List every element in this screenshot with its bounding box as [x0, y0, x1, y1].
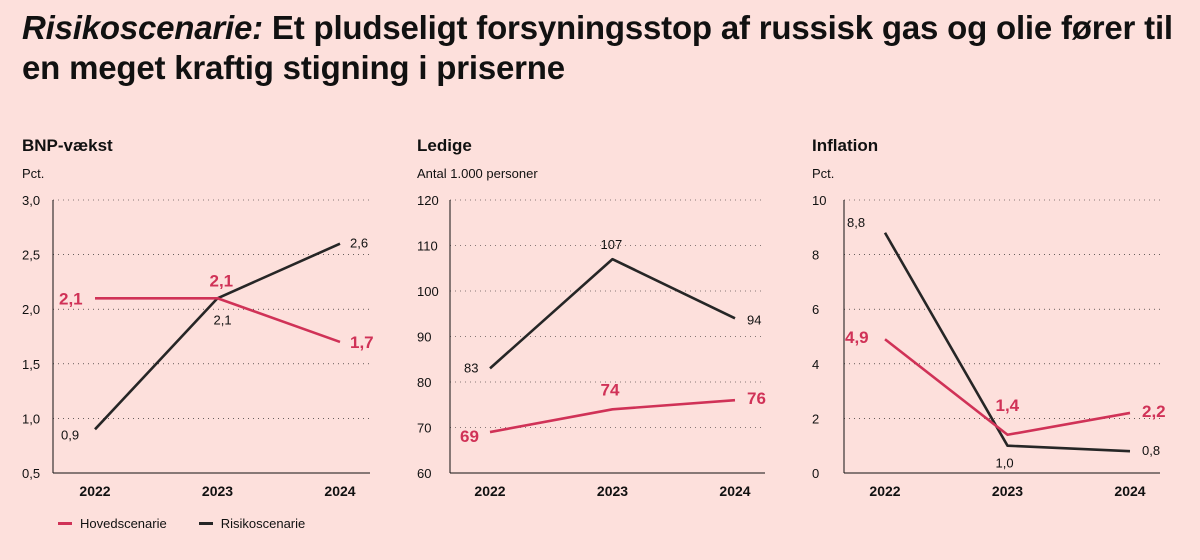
- data-label-main: 4,9: [845, 328, 869, 347]
- data-label-main: 2,1: [210, 271, 234, 290]
- x-tick-label: 2022: [79, 483, 110, 499]
- data-label-main: 1,7: [350, 333, 374, 352]
- y-tick-label: 1,0: [22, 411, 40, 426]
- panel-unit-1: Antal 1.000 personer: [417, 166, 538, 181]
- data-label-main: 74: [601, 380, 620, 399]
- y-tick-label: 2: [812, 411, 819, 426]
- legend-label-risk: Risikoscenarie: [220, 516, 306, 531]
- x-tick-label: 2024: [719, 483, 750, 499]
- data-label-main: 2,1: [59, 289, 83, 308]
- x-tick-label: 2023: [992, 483, 1023, 499]
- x-tick-label: 2022: [869, 483, 900, 499]
- title-rest: Et pludseligt forsyningsstop af russisk …: [22, 9, 1173, 86]
- data-label-risk: 94: [747, 312, 761, 327]
- data-label-risk: 1,0: [996, 456, 1014, 471]
- legend-swatch-risk: [198, 522, 213, 525]
- y-tick-label: 2,5: [22, 248, 40, 263]
- series-line-risk: [883, 232, 1131, 453]
- y-tick-label: 80: [417, 375, 431, 390]
- legend-label-main: Hovedscenarie: [80, 516, 167, 531]
- x-tick-label: 2023: [597, 483, 628, 499]
- data-label-main: 69: [460, 427, 479, 446]
- data-label-main: 2,2: [1142, 402, 1166, 421]
- y-tick-label: 4: [812, 357, 819, 372]
- legend: Hovedscenarie Risikoscenarie: [58, 516, 305, 531]
- legend-swatch-main: [58, 522, 72, 525]
- title-italic: Risikoscenarie:: [22, 9, 263, 46]
- page-title: Risikoscenarie: Et pludseligt forsynings…: [22, 8, 1182, 88]
- panel-unit-0: Pct.: [22, 166, 44, 181]
- data-label-risk: 0,9: [61, 427, 79, 442]
- series-line-risk: [489, 257, 736, 370]
- data-label-risk: 107: [601, 237, 623, 252]
- data-label-risk: 8,8: [847, 215, 865, 230]
- y-tick-label: 110: [417, 239, 438, 254]
- data-label-risk: 0,8: [1142, 443, 1160, 458]
- legend-item-main: Hovedscenarie: [58, 516, 167, 531]
- series-line-main: [95, 296, 341, 344]
- y-tick-label: 10: [812, 193, 826, 208]
- y-tick-label: 8: [812, 248, 819, 263]
- y-tick-label: 3,0: [22, 193, 40, 208]
- data-label-main: 1,4: [996, 396, 1020, 415]
- y-tick-label: 70: [417, 421, 431, 436]
- y-tick-label: 1,5: [22, 357, 40, 372]
- x-tick-label: 2024: [1114, 483, 1145, 499]
- data-label-risk: 83: [464, 360, 478, 375]
- x-tick-label: 2024: [324, 483, 355, 499]
- panel-unit-2: Pct.: [812, 166, 834, 181]
- series-line-main: [489, 398, 736, 434]
- y-tick-label: 60: [417, 466, 431, 481]
- panel-title-1: Ledige: [417, 136, 472, 155]
- panel-title-0: BNP-vækst: [22, 136, 113, 155]
- data-label-risk: 2,1: [214, 312, 232, 327]
- panel-title-2: Inflation: [812, 136, 878, 155]
- data-label-risk: 2,6: [350, 236, 368, 251]
- y-tick-label: 120: [417, 193, 439, 208]
- y-tick-label: 90: [417, 330, 431, 345]
- data-label-main: 76: [747, 389, 766, 408]
- series-line-main: [884, 338, 1131, 437]
- y-tick-label: 2,0: [22, 302, 40, 317]
- y-tick-label: 0: [812, 466, 819, 481]
- legend-item-risk: Risikoscenarie: [198, 516, 306, 531]
- x-tick-label: 2023: [202, 483, 233, 499]
- y-tick-label: 0,5: [22, 466, 40, 481]
- x-tick-label: 2022: [474, 483, 505, 499]
- y-tick-label: 6: [812, 302, 819, 317]
- y-tick-label: 100: [417, 284, 439, 299]
